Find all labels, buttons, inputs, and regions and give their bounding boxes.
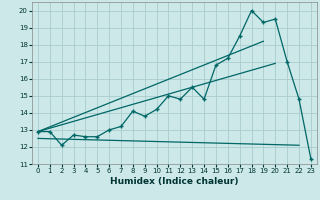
X-axis label: Humidex (Indice chaleur): Humidex (Indice chaleur): [110, 177, 239, 186]
